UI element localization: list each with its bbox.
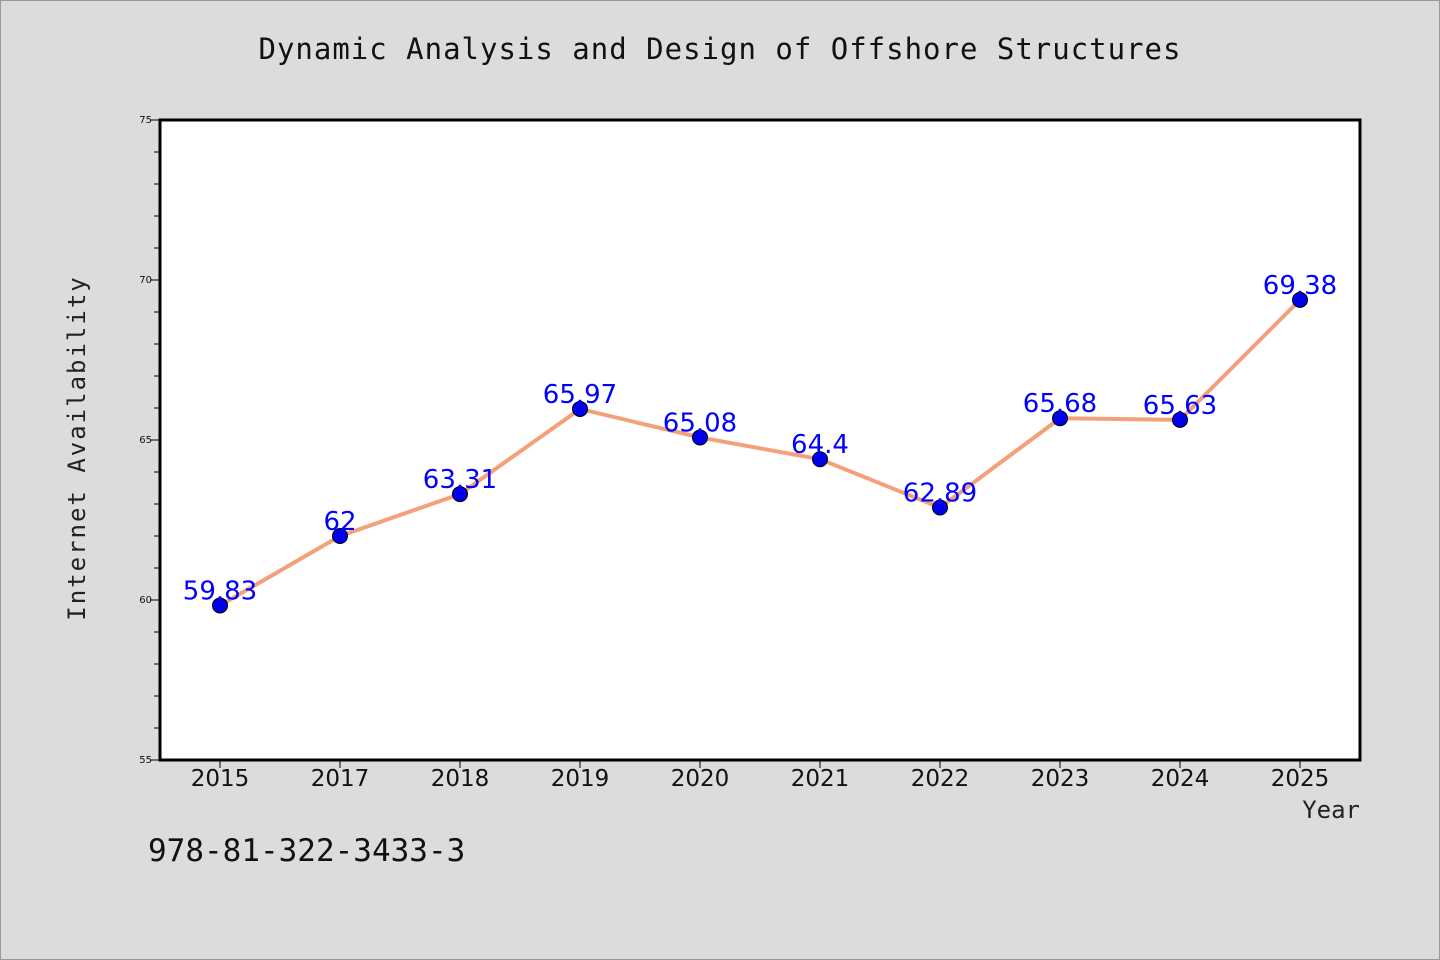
data-point: [332, 528, 348, 544]
x-ticks: 2015 2017 2018 2019 2020 2021 2022 2023 2024 2025: [191, 760, 1330, 792]
data-label: 69.38: [1263, 271, 1337, 301]
x-tick-label: 2025: [1271, 766, 1330, 792]
x-tick-label: 2018: [431, 766, 490, 792]
y-tick-label: 70: [139, 275, 152, 286]
data-point: [932, 499, 948, 516]
data-point: [692, 429, 708, 446]
y-tick-label: 60: [139, 595, 152, 606]
isbn-text: 978-81-322-3433-3: [148, 833, 466, 869]
plot-area: [158, 118, 1362, 762]
x-tick-label: 2023: [1031, 766, 1090, 792]
data-label: 64.4: [791, 430, 849, 460]
data-label: 65.63: [1143, 391, 1217, 421]
x-tick-label: 2015: [191, 766, 250, 792]
x-tick-label: 2024: [1151, 766, 1210, 792]
x-axis-label: Year: [1302, 796, 1360, 824]
y-ticks: 55 60 65 70 75: [139, 115, 160, 766]
y-tick-label: 65: [139, 435, 152, 446]
data-point: [212, 597, 228, 614]
x-tick-label: 2020: [671, 766, 730, 792]
data-label: 59.83: [183, 576, 257, 606]
y-tick-label: 55: [139, 755, 152, 766]
x-tick-label: 2017: [311, 766, 370, 792]
data-point: [1052, 410, 1068, 427]
data-point: [572, 400, 588, 417]
x-tick-label: 2022: [911, 766, 970, 792]
data-label: 62.89: [903, 479, 977, 509]
series-group: [212, 291, 1308, 614]
data-point: [1292, 291, 1308, 308]
chart-title: Dynamic Analysis and Design of Offshore …: [258, 32, 1182, 66]
data-label: 62: [323, 507, 356, 537]
data-point: [812, 451, 828, 468]
data-point: [452, 486, 468, 503]
data-label: 65.08: [663, 408, 737, 438]
data-labels: 59.83 62 63.31 65.97 65.08 64.4 62.89 65.68 65.6…: [183, 271, 1337, 607]
data-label: 63.31: [423, 465, 497, 495]
series-line: [218, 298, 1302, 608]
y-tick-label: 75: [139, 115, 152, 126]
x-tick-label: 2019: [551, 766, 610, 792]
x-tick-label: 2021: [791, 766, 850, 792]
data-label: 65.68: [1023, 389, 1097, 419]
data-label: 65.97: [543, 380, 617, 410]
data-point: [1172, 411, 1188, 428]
